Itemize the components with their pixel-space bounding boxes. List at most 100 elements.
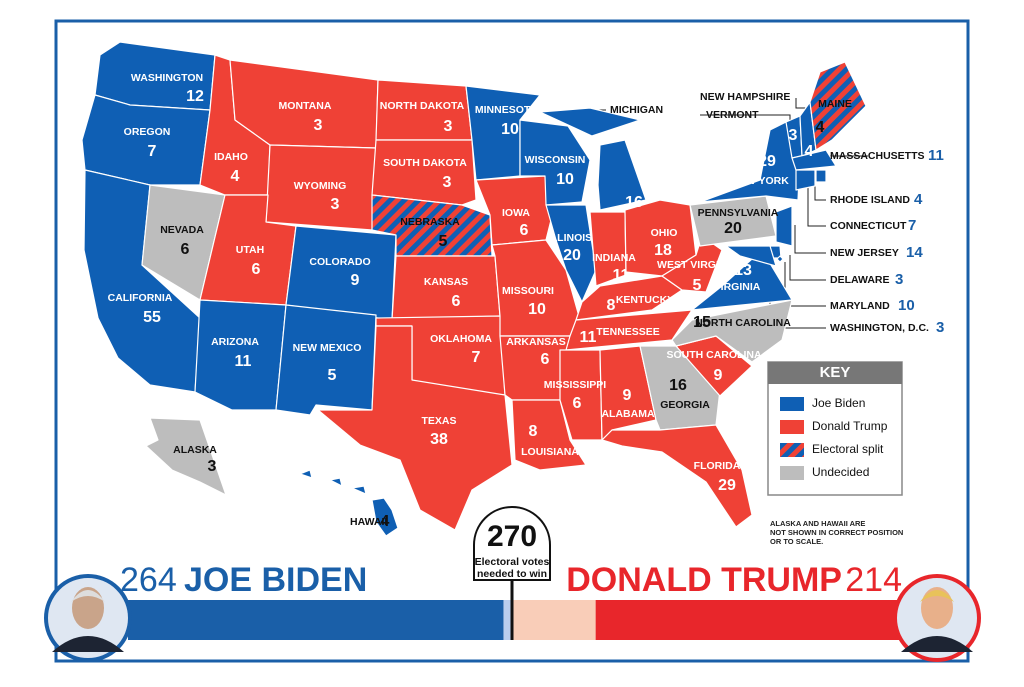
state-name: ARKANSAS	[506, 336, 566, 348]
state-name: MONTANA	[279, 100, 332, 112]
state	[815, 169, 827, 183]
state	[671, 299, 793, 363]
state	[519, 119, 591, 206]
state	[809, 61, 867, 151]
state-name: MINNESOTA	[475, 104, 538, 116]
electoral-votes: 3	[331, 196, 340, 213]
electoral-votes: 16	[625, 194, 643, 211]
electoral-votes: 11	[613, 267, 630, 284]
electoral-votes: 4	[231, 168, 240, 185]
electoral-votes: 4	[805, 143, 814, 160]
state-name: HAWAII	[350, 516, 387, 528]
portrait-hair	[920, 590, 954, 602]
state-name: MISSOURI	[502, 285, 554, 297]
state	[775, 205, 793, 247]
portrait-face	[921, 587, 953, 629]
state-name: LOUISIANA	[521, 446, 579, 458]
state-name: UTAH	[236, 244, 264, 256]
electoral-votes: 11	[580, 329, 597, 346]
state	[599, 345, 657, 441]
state-name: KENTUCKY	[616, 294, 674, 306]
state	[317, 325, 513, 531]
state-name: WEST VIRGINIA	[657, 259, 737, 271]
state-name: NEW YORK	[731, 175, 789, 187]
threshold-number: 270	[487, 520, 537, 553]
state-name: MICHIGAN	[610, 104, 663, 116]
electoral-votes: 3	[895, 271, 903, 288]
electoral-votes: 9	[623, 387, 632, 404]
state-name: IDAHO	[214, 151, 248, 163]
electoral-votes: 3	[314, 117, 323, 134]
state	[145, 417, 227, 496]
electoral-votes: 38	[430, 431, 448, 448]
biden-votes: 264	[120, 561, 177, 599]
key-swatch	[780, 443, 804, 457]
electoral-votes: 29	[718, 477, 736, 494]
bar-trump	[595, 600, 900, 640]
state	[559, 349, 603, 441]
electoral-votes: 9	[714, 367, 723, 384]
biden-name: JOE BIDEN	[184, 561, 367, 599]
state-name: FLORIDA	[694, 460, 741, 472]
state-name: WISCONSIN	[525, 154, 586, 166]
key-label: Donald Trump	[812, 419, 888, 433]
state	[589, 211, 627, 287]
state-name: PENNSYLVANIA	[698, 207, 779, 219]
key: KEY Joe Biden Donald Trump Electoral split U…	[767, 361, 903, 496]
state-name: OKLAHOMA	[430, 333, 492, 345]
state	[539, 107, 647, 211]
state-name: COLORADO	[309, 256, 370, 268]
electoral-votes: 6	[541, 351, 550, 368]
portrait	[44, 574, 132, 662]
state-labels: WASHINGTON12OREGON7CALIFORNIA55NEVADA6ID…	[108, 72, 945, 530]
state-name: SOUTH DAKOTA	[383, 157, 467, 169]
electoral-votes: 10	[528, 301, 546, 318]
state	[601, 424, 753, 528]
electoral-votes: 8	[607, 297, 616, 314]
state-name: WYOMING	[294, 180, 347, 192]
electoral-votes: 55	[143, 309, 161, 326]
state	[795, 169, 816, 191]
state-name: CONNECTICUT	[830, 220, 907, 232]
electoral-votes: 5	[328, 367, 337, 384]
electoral-votes: 12	[186, 88, 204, 105]
bar-biden	[128, 600, 504, 640]
state-name: DELAWARE	[830, 274, 890, 286]
state-name: RHODE ISLAND	[830, 194, 910, 206]
electoral-votes: 3	[443, 174, 452, 191]
state	[791, 149, 837, 171]
state-name: NEW HAMPSHIRE	[700, 91, 790, 103]
state-name: TEXAS	[421, 415, 456, 427]
electoral-votes: 3	[789, 127, 798, 144]
key-label: Joe Biden	[812, 396, 865, 410]
state-name: INDIANA	[592, 252, 636, 264]
trump-name: DONALD TRUMP	[566, 561, 842, 599]
key-swatch	[780, 420, 804, 434]
state-name: NEBRASKA	[400, 216, 460, 228]
state	[776, 255, 784, 263]
electoral-votes: 5	[693, 277, 702, 294]
state	[299, 469, 399, 537]
key-swatch	[780, 397, 804, 411]
state-name: WASHINGTON, D.C.	[830, 322, 929, 334]
frame	[54, 19, 970, 663]
electoral-votes: 6	[252, 261, 261, 278]
state-name: OHIO	[651, 227, 678, 239]
electoral-votes: 6	[520, 222, 529, 239]
electoral-votes: 10	[556, 171, 574, 188]
state-name: SOUTH CAROLINA	[666, 349, 761, 361]
state	[194, 299, 287, 411]
electoral-votes: 7	[472, 349, 481, 366]
state-name: NORTH CAROLINA	[695, 317, 791, 329]
bar-remaining	[512, 600, 596, 640]
state-name: CALIFORNIA	[108, 292, 173, 304]
note: ALASKA AND HAWAII ARE NOT SHOWN IN CORREC…	[770, 519, 903, 546]
electoral-votes: 8	[529, 423, 538, 440]
state	[725, 245, 777, 267]
state-name: ALASKA	[173, 444, 217, 456]
electoral-votes: 11	[928, 147, 944, 164]
state-name: ILLINOIS	[548, 232, 592, 244]
electoral-votes: 20	[724, 220, 742, 237]
state	[661, 235, 723, 293]
